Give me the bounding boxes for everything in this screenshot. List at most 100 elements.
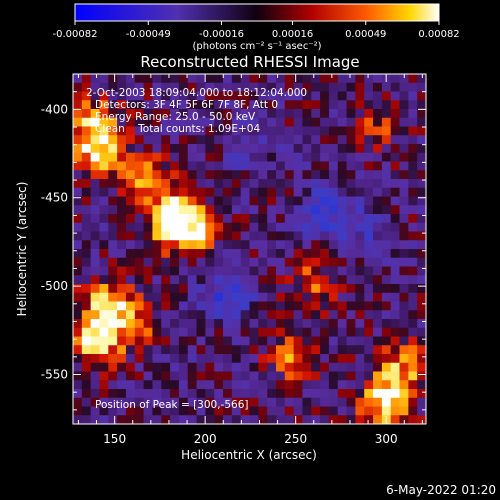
heatmap-cell — [81, 415, 92, 424]
heatmap-cell — [302, 257, 312, 268]
heatmap-cell — [81, 354, 92, 364]
heatmap-cell — [81, 275, 92, 285]
heatmap-cell — [337, 179, 348, 189]
heatmap-cell — [320, 214, 330, 224]
heatmap-cell — [302, 214, 312, 224]
heatmap-cell — [178, 117, 189, 128]
heatmap-cell — [223, 109, 233, 119]
heatmap-cell — [249, 135, 259, 145]
heatmap-cell — [249, 275, 259, 285]
heatmap-cell — [258, 275, 268, 285]
heatmap-cell — [90, 415, 101, 424]
heatmap-cell — [373, 371, 383, 381]
heatmap-cell — [293, 135, 304, 145]
heatmap-cell — [108, 327, 118, 338]
heatmap-cell — [170, 397, 180, 408]
heatmap-cell — [337, 380, 348, 390]
heatmap-cell — [81, 345, 92, 355]
heatmap-cell — [108, 170, 118, 180]
heatmap-cell — [196, 415, 206, 424]
heatmap-cell — [196, 152, 206, 163]
heatmap-cell — [399, 100, 409, 110]
heatmap-cell — [302, 415, 312, 424]
heatmap-cell — [302, 266, 312, 276]
heatmap-cell — [178, 275, 189, 285]
heatmap-cell — [214, 345, 224, 355]
heatmap-cell — [81, 240, 92, 250]
heatmap-cell — [249, 91, 259, 101]
heatmap-cell — [73, 249, 83, 259]
heatmap-cell — [267, 397, 277, 408]
heatmap-cell — [231, 354, 242, 364]
info-line-detectors: Detectors: 3F 4F 5F 6F 7F 8F, Att 0 — [95, 99, 278, 111]
heatmap-cell — [73, 196, 83, 206]
heatmap-cell — [284, 196, 295, 206]
heatmap-cell — [231, 170, 242, 180]
heatmap-cell — [134, 389, 145, 399]
heatmap-cell — [328, 284, 339, 294]
heatmap-cell — [311, 179, 321, 189]
heatmap-cell — [170, 144, 180, 154]
heatmap-cell — [337, 275, 348, 285]
heatmap-cell — [152, 354, 162, 364]
heatmap-cell — [125, 257, 136, 268]
heatmap-cell — [223, 100, 233, 110]
heatmap-cell — [214, 319, 224, 329]
heatmap-cell — [390, 406, 401, 416]
heatmap-cell — [152, 91, 162, 101]
heatmap-cell — [143, 152, 154, 163]
heatmap-cell — [187, 100, 198, 110]
heatmap-cell — [249, 100, 259, 110]
heatmap-cell — [355, 152, 365, 163]
heatmap-cell — [284, 389, 295, 399]
heatmap-cell — [267, 161, 277, 171]
heatmap-cell — [302, 336, 312, 346]
heatmap-cell — [408, 310, 418, 320]
heatmap-cell — [284, 214, 295, 224]
heatmap-cell — [73, 231, 83, 241]
heatmap-cell — [117, 152, 127, 163]
heatmap-cell — [223, 345, 233, 355]
heatmap-cell — [267, 406, 277, 416]
heatmap-cell — [231, 144, 242, 154]
heatmap-cell — [143, 345, 154, 355]
heatmap-cell — [267, 284, 277, 294]
heatmap-cell — [214, 275, 224, 285]
heatmap-cell — [73, 91, 83, 101]
heatmap-cell — [337, 249, 348, 259]
heatmap-cell — [117, 371, 127, 381]
heatmap-cell — [328, 100, 339, 110]
heatmap-cell — [302, 380, 312, 390]
heatmap-cell — [117, 109, 127, 119]
heatmap-cell — [161, 310, 171, 320]
heatmap-cell — [205, 275, 215, 285]
heatmap-cell — [320, 152, 330, 163]
heatmap-cell — [249, 354, 259, 364]
heatmap-cell — [90, 362, 101, 373]
heatmap-cell — [117, 214, 127, 224]
heatmap-cell — [214, 196, 224, 206]
heatmap-cell — [408, 109, 418, 119]
heatmap-cell — [346, 257, 356, 268]
heatmap-cell — [99, 275, 109, 285]
heatmap-cell — [161, 91, 171, 101]
heatmap-cell — [364, 196, 374, 206]
heatmap-cell — [320, 135, 330, 145]
heatmap-cell — [320, 354, 330, 364]
heatmap-cell — [161, 126, 171, 136]
heatmap-cell — [267, 179, 277, 189]
heatmap-cell — [399, 354, 409, 364]
heatmap-cell — [99, 354, 109, 364]
heatmap-cell — [364, 109, 374, 119]
heatmap-cell — [417, 117, 426, 128]
heatmap-cell — [223, 117, 233, 128]
heatmap-cell — [284, 301, 295, 311]
heatmap-cell — [196, 257, 206, 268]
heatmap-cell — [125, 371, 136, 381]
heatmap-cell — [125, 74, 136, 84]
heatmap-cell — [125, 231, 136, 241]
heatmap-cell — [143, 161, 154, 171]
heatmap-cell — [364, 257, 374, 268]
heatmap-cell — [143, 362, 154, 373]
heatmap-cell — [205, 152, 215, 163]
